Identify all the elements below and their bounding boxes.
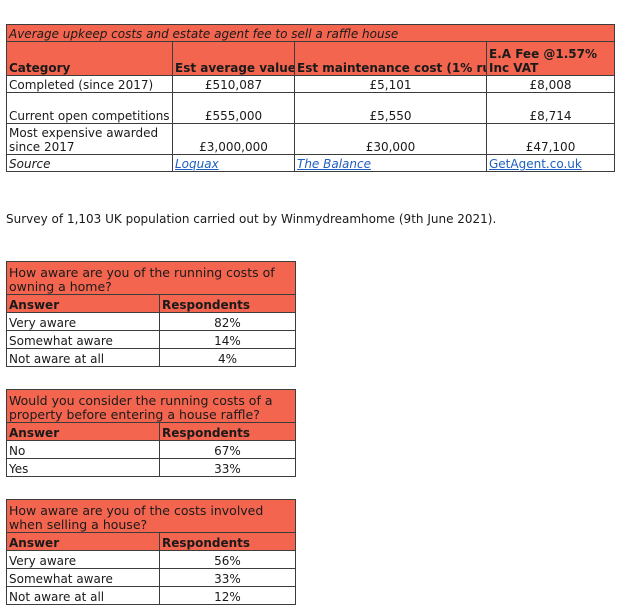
answer-cell: Somewhat aware — [6, 568, 160, 587]
answer-header: Answer — [6, 422, 160, 441]
source-row: Source Loquax The Balance GetAgent.co.uk — [6, 154, 616, 172]
source-link-getagent[interactable]: GetAgent.co.uk — [489, 157, 582, 171]
percent-cell: 4% — [159, 348, 296, 367]
question-table: How aware are you of the costs involved … — [6, 499, 296, 605]
percent-cell: 14% — [159, 330, 296, 349]
header-est-average-value: Est average value — [172, 41, 295, 76]
table-row: Very aware 82% — [6, 312, 296, 331]
source-link-the-balance[interactable]: The Balance — [297, 157, 371, 171]
fee-cell: £47,100 — [485, 123, 616, 155]
category-cell: Current open competitions — [6, 92, 173, 124]
percent-cell: 33% — [159, 568, 296, 587]
table-row: Somewhat aware 33% — [6, 568, 296, 587]
percent-cell: 33% — [159, 458, 296, 477]
header-category: Category — [6, 41, 173, 76]
value-cell: £510,087 — [172, 75, 295, 93]
answer-cell: Somewhat aware — [6, 330, 160, 349]
table-row: Very aware 56% — [6, 550, 296, 569]
fee-cell: £8,008 — [485, 75, 616, 93]
question-text: How aware are you of the running costs o… — [6, 261, 296, 295]
table-row: No 67% — [6, 440, 296, 459]
question-text: How aware are you of the costs involved … — [6, 499, 296, 533]
fee-cell: £8,714 — [485, 92, 616, 124]
answer-cell: Not aware at all — [6, 348, 160, 367]
survey-note: Survey of 1,103 UK population carried ou… — [6, 212, 497, 226]
answer-cell: No — [6, 440, 160, 459]
answer-header: Answer — [6, 532, 160, 551]
category-cell: Completed (since 2017) — [6, 75, 173, 93]
costs-table-title: Average upkeep costs and estate agent fe… — [5, 24, 616, 42]
percent-cell: 67% — [159, 440, 296, 459]
table-row: Not aware at all 4% — [6, 348, 296, 367]
value-cell: £555,000 — [172, 92, 295, 124]
answer-header: Answer — [6, 294, 160, 313]
answer-cell: Very aware — [6, 550, 160, 569]
answer-cell: Not aware at all — [6, 586, 160, 605]
category-cell: Most expensive awarded since 2017 — [6, 123, 173, 155]
value-cell: £3,000,000 — [172, 123, 295, 155]
percent-cell: 12% — [159, 586, 296, 605]
table-row: Not aware at all 12% — [6, 586, 296, 605]
maintenance-cell: £30,000 — [294, 123, 487, 155]
question-table: Would you consider the running costs of … — [6, 389, 296, 477]
table-row: Current open competitions £555,000 £5,55… — [6, 92, 616, 124]
respondents-header: Respondents — [159, 422, 296, 441]
question-table: How aware are you of the running costs o… — [6, 261, 296, 367]
respondents-header: Respondents — [159, 532, 296, 551]
answer-cell: Yes — [6, 458, 160, 477]
answer-cell: Very aware — [6, 312, 160, 331]
maintenance-cell: £5,550 — [294, 92, 487, 124]
respondents-header: Respondents — [159, 294, 296, 313]
table-row: Yes 33% — [6, 458, 296, 477]
table-row: Somewhat aware 14% — [6, 330, 296, 349]
table-row: Most expensive awarded since 2017 £3,000… — [6, 123, 616, 155]
question-text: Would you consider the running costs of … — [6, 389, 296, 423]
percent-cell: 56% — [159, 550, 296, 569]
header-maintenance-cost: Est maintenance cost (1% rule) — [294, 41, 487, 76]
source-label: Source — [6, 154, 173, 172]
maintenance-cell: £5,101 — [294, 75, 487, 93]
table-row: Completed (since 2017) £510,087 £5,101 £… — [6, 75, 616, 93]
costs-table: Average upkeep costs and estate agent fe… — [5, 24, 616, 172]
percent-cell: 82% — [159, 312, 296, 331]
header-ea-fee: E.A Fee @1.57% Inc VAT — [485, 41, 616, 76]
source-link-loquax[interactable]: Loquax — [175, 157, 219, 171]
